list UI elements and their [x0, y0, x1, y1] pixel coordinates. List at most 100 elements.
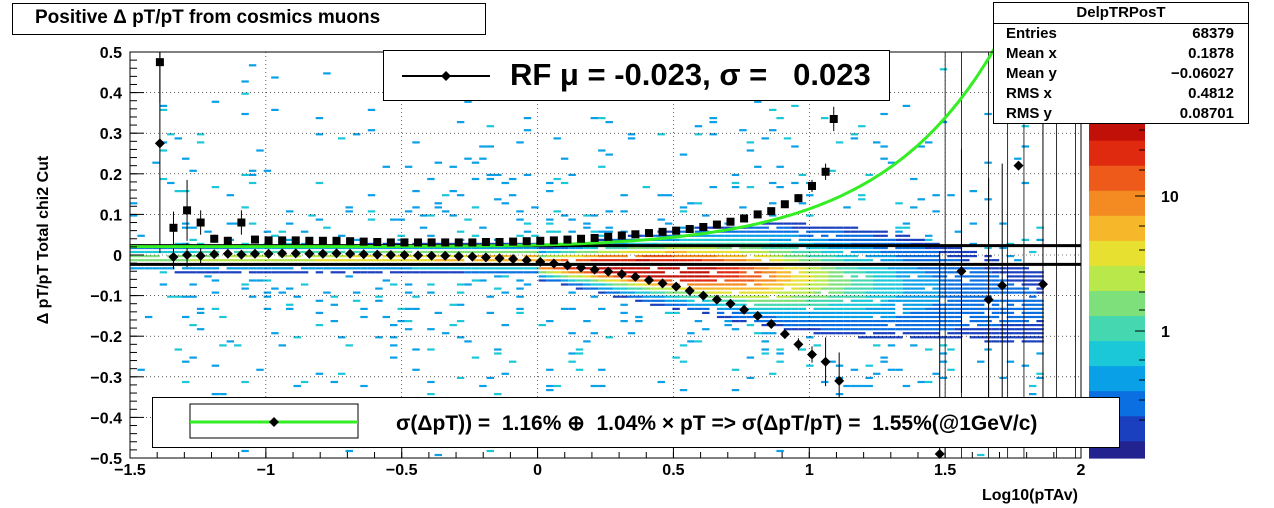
- rms-marker: [604, 232, 613, 241]
- heatmap-cell: [947, 291, 955, 294]
- heatmap-cell: [501, 267, 509, 270]
- heatmap-cell: [887, 287, 896, 290]
- heatmap-cell: [887, 250, 896, 254]
- heatmap-cell: [427, 234, 435, 237]
- heatmap-cell: [694, 255, 703, 258]
- heatmap-cell: [731, 259, 740, 262]
- heatmap-cell: [798, 328, 807, 331]
- heatmap-cell: [791, 328, 799, 331]
- heatmap-cell: [568, 275, 576, 278]
- heatmap-cell: [271, 271, 279, 274]
- heatmap-cell: [716, 275, 725, 278]
- heatmap-cell: [471, 206, 480, 209]
- heatmap-cell: [925, 275, 933, 278]
- heatmap-cell: [835, 279, 844, 282]
- heatmap-cell: [650, 271, 658, 274]
- heatmap-cell: [798, 279, 807, 282]
- heatmap-cell: [694, 133, 703, 136]
- heatmap-cell: [427, 393, 435, 396]
- heatmap-cell: [390, 344, 398, 347]
- heatmap-cell: [523, 222, 532, 225]
- heatmap-cell: [821, 328, 829, 331]
- heatmap-cell: [880, 275, 888, 278]
- heatmap-cell: [776, 222, 784, 225]
- heatmap-cell: [605, 336, 613, 339]
- heatmap-cell: [984, 283, 992, 286]
- heatmap-cell: [494, 173, 502, 176]
- heatmap-cell: [434, 246, 443, 250]
- y-tick-label: 0.4: [100, 86, 122, 103]
- heatmap-cell: [1021, 303, 1030, 306]
- heatmap-cell: [1029, 332, 1037, 335]
- heatmap-cell: [739, 320, 747, 323]
- heatmap-cell: [159, 267, 168, 270]
- heatmap-cell: [664, 250, 673, 254]
- x-tick-label: −1.5: [114, 462, 146, 479]
- heatmap-cell: [835, 259, 844, 262]
- heatmap-cell: [635, 299, 643, 302]
- heatmap-cell: [189, 356, 197, 359]
- heatmap-cell: [598, 234, 606, 237]
- heatmap-cell: [776, 299, 784, 302]
- heatmap-cell: [449, 324, 457, 327]
- rms-marker: [590, 233, 599, 242]
- heatmap-cell: [352, 267, 361, 270]
- heatmap-cell: [731, 271, 740, 274]
- heatmap-cell: [977, 360, 985, 363]
- stats-row: Mean y −0.06027: [994, 64, 1248, 84]
- heatmap-cell: [910, 307, 918, 310]
- heatmap-cell: [962, 250, 970, 254]
- color-scale-band: [1089, 149, 1145, 154]
- heatmap-cell: [635, 291, 643, 294]
- heatmap-cell: [954, 230, 963, 233]
- heatmap-cell: [806, 311, 814, 314]
- heatmap-cell: [991, 328, 1000, 331]
- heatmap-cell: [679, 206, 688, 209]
- heatmap-cell: [954, 320, 963, 323]
- heatmap-cell: [821, 307, 829, 310]
- heatmap-cell: [635, 279, 643, 282]
- heatmap-cell: [464, 340, 472, 343]
- heatmap-cell: [412, 271, 420, 274]
- heatmap-cell: [932, 336, 940, 339]
- heatmap-cell: [999, 299, 1007, 302]
- heatmap-cell: [612, 287, 621, 290]
- heatmap-cell: [895, 287, 903, 290]
- heatmap-cell: [1036, 226, 1044, 229]
- heatmap-cell: [568, 173, 576, 176]
- heatmap-cell: [999, 267, 1007, 270]
- heatmap-cell: [560, 181, 569, 185]
- heatmap-cell: [880, 271, 888, 274]
- color-scale-band: [1089, 224, 1145, 229]
- heatmap-cell: [977, 291, 985, 294]
- heatmap-cell: [910, 177, 918, 181]
- heatmap-cell: [256, 250, 264, 254]
- heatmap-cell: [902, 328, 911, 331]
- heatmap-cell: [932, 311, 940, 314]
- heatmap-cell: [605, 279, 613, 282]
- mean-marker: [711, 294, 722, 305]
- heatmap-cell: [962, 295, 970, 298]
- heatmap-cell: [999, 279, 1007, 282]
- heatmap-cell: [724, 242, 732, 245]
- heatmap-cell: [702, 246, 710, 250]
- heatmap-cell: [969, 222, 978, 225]
- heatmap-cell: [471, 246, 480, 250]
- heatmap-cell: [694, 267, 703, 270]
- heatmap-cell: [791, 259, 799, 262]
- heatmap-cell: [642, 246, 651, 250]
- heatmap-cell: [404, 210, 413, 213]
- heatmap-cell: [568, 255, 576, 258]
- heatmap-cell: [709, 279, 717, 282]
- heatmap-cell: [286, 242, 294, 245]
- heatmap-cell: [954, 328, 963, 331]
- heatmap-cell: [1021, 299, 1030, 302]
- heatmap-cell: [895, 299, 903, 302]
- heatmap-cell: [702, 283, 710, 286]
- heatmap-cell: [174, 137, 183, 140]
- heatmap-cell: [546, 384, 554, 388]
- heatmap-cell: [352, 250, 361, 254]
- heatmap-cell: [739, 295, 747, 298]
- heatmap-cell: [835, 291, 844, 294]
- mean-marker: [182, 250, 193, 260]
